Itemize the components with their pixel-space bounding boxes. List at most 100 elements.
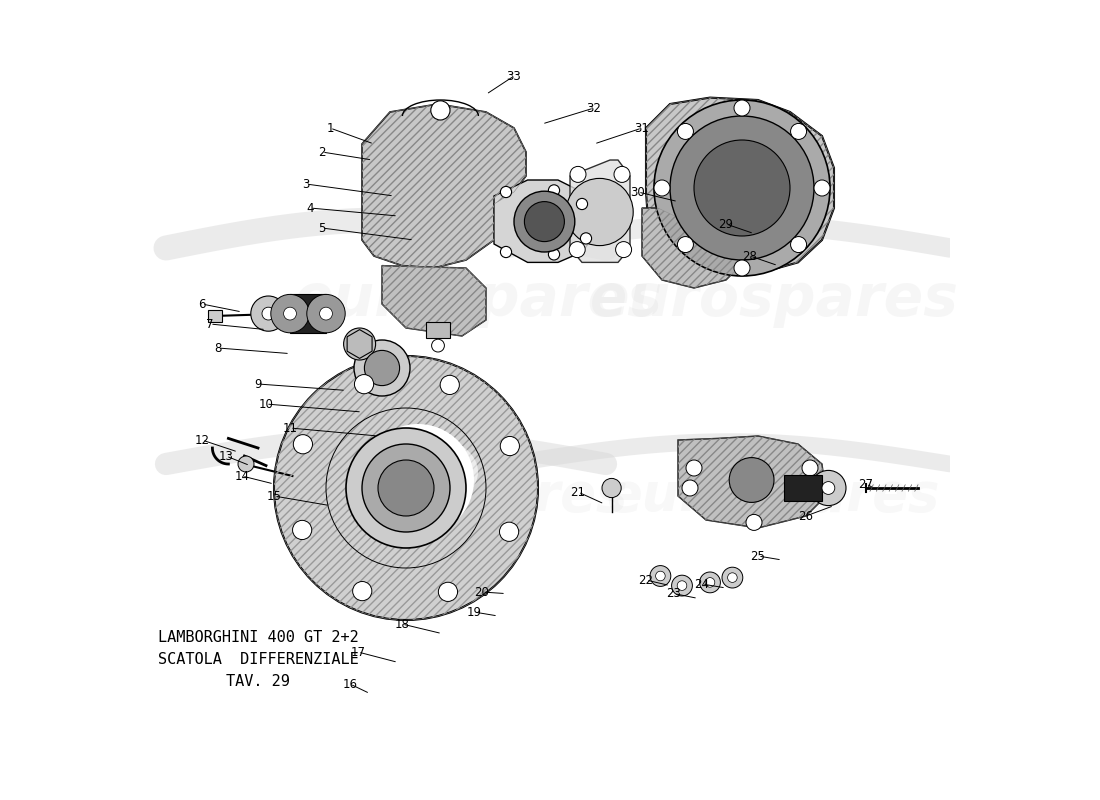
Circle shape [362, 444, 450, 532]
Text: 20: 20 [474, 586, 490, 598]
Text: 1: 1 [327, 122, 333, 134]
Circle shape [293, 520, 311, 539]
Circle shape [678, 581, 686, 590]
Circle shape [670, 116, 814, 260]
Circle shape [602, 478, 621, 498]
Circle shape [499, 522, 519, 542]
Circle shape [549, 185, 560, 196]
Polygon shape [678, 436, 826, 528]
Text: 18: 18 [395, 618, 409, 630]
Circle shape [791, 123, 806, 139]
Text: 24: 24 [694, 578, 710, 590]
Polygon shape [570, 160, 630, 262]
Circle shape [682, 480, 698, 496]
Text: 19: 19 [466, 606, 482, 618]
Circle shape [354, 374, 374, 394]
Circle shape [362, 424, 474, 536]
Text: SCATOLA  DIFFERENZIALE: SCATOLA DIFFERENZIALE [157, 652, 359, 666]
Text: eurospares: eurospares [294, 470, 627, 522]
Circle shape [343, 328, 375, 360]
Circle shape [654, 100, 830, 276]
Polygon shape [646, 98, 834, 274]
Text: 13: 13 [219, 450, 233, 462]
Circle shape [722, 567, 742, 588]
Text: 6: 6 [198, 298, 206, 310]
Circle shape [672, 575, 692, 596]
Circle shape [364, 350, 399, 386]
Circle shape [656, 571, 666, 581]
Text: 28: 28 [742, 250, 758, 262]
Text: eurospares: eurospares [294, 271, 663, 329]
Text: 23: 23 [667, 587, 681, 600]
Circle shape [822, 482, 835, 494]
Circle shape [727, 573, 737, 582]
Polygon shape [494, 180, 594, 262]
Circle shape [569, 242, 585, 258]
Polygon shape [642, 208, 743, 288]
Text: LAMBORGHINI 400 GT 2+2: LAMBORGHINI 400 GT 2+2 [157, 630, 359, 645]
Text: 3: 3 [302, 178, 310, 190]
Bar [783, 475, 822, 501]
Text: 15: 15 [266, 490, 282, 502]
Circle shape [284, 307, 296, 320]
Circle shape [814, 180, 830, 196]
Circle shape [650, 566, 671, 586]
Text: 31: 31 [635, 122, 649, 134]
Circle shape [500, 246, 512, 258]
Circle shape [354, 340, 410, 396]
Circle shape [700, 572, 720, 593]
Circle shape [694, 140, 790, 236]
Circle shape [294, 434, 312, 454]
Text: 9: 9 [254, 378, 262, 390]
Circle shape [238, 456, 254, 472]
Circle shape [614, 166, 630, 182]
Circle shape [686, 460, 702, 476]
Circle shape [500, 186, 512, 198]
Text: 17: 17 [351, 646, 365, 658]
Circle shape [570, 166, 586, 182]
Text: 2: 2 [318, 146, 326, 158]
Circle shape [581, 233, 592, 244]
Circle shape [525, 202, 564, 242]
Text: 32: 32 [586, 102, 602, 114]
Text: 22: 22 [638, 574, 653, 586]
Circle shape [734, 260, 750, 276]
Text: 16: 16 [342, 678, 358, 690]
Circle shape [678, 123, 693, 139]
Text: 8: 8 [214, 342, 222, 354]
Text: eurospares: eurospares [590, 271, 959, 329]
Text: 27: 27 [858, 478, 873, 490]
Circle shape [654, 180, 670, 196]
Circle shape [346, 428, 466, 548]
Circle shape [616, 242, 631, 258]
Text: 26: 26 [799, 510, 814, 522]
Ellipse shape [374, 436, 478, 508]
Text: 30: 30 [630, 186, 646, 198]
Text: 25: 25 [750, 550, 766, 562]
Text: 29: 29 [718, 218, 734, 230]
Circle shape [307, 294, 345, 333]
Circle shape [431, 339, 444, 352]
Polygon shape [362, 104, 526, 268]
Circle shape [274, 356, 538, 620]
Circle shape [320, 307, 332, 320]
Text: eurospares: eurospares [606, 470, 939, 522]
Circle shape [378, 460, 434, 516]
Text: 7: 7 [207, 318, 213, 330]
Circle shape [746, 514, 762, 530]
Circle shape [566, 178, 634, 246]
Circle shape [729, 458, 774, 502]
Circle shape [549, 249, 560, 260]
Bar [426, 322, 450, 338]
Text: 12: 12 [195, 434, 209, 446]
Circle shape [431, 101, 450, 120]
Circle shape [251, 296, 286, 331]
Circle shape [262, 307, 275, 320]
Polygon shape [382, 266, 486, 336]
Bar [208, 310, 222, 322]
Circle shape [271, 294, 309, 333]
Circle shape [806, 482, 822, 498]
Text: 21: 21 [571, 486, 585, 498]
Circle shape [705, 578, 715, 587]
Circle shape [678, 237, 693, 253]
